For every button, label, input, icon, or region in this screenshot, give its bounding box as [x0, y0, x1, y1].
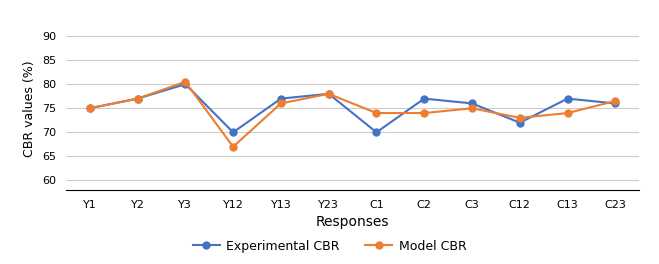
X-axis label: Responses: Responses — [316, 215, 389, 229]
Model CBR — [229, 145, 237, 148]
Model CBR — [468, 107, 476, 110]
Model CBR — [86, 107, 94, 110]
Legend: Experimental CBR, Model CBR: Experimental CBR, Model CBR — [188, 235, 471, 258]
Model CBR — [516, 116, 524, 119]
Experimental CBR — [468, 102, 476, 105]
Model CBR — [134, 97, 142, 100]
Line: Model CBR: Model CBR — [86, 78, 619, 150]
Model CBR — [612, 100, 619, 103]
Experimental CBR — [229, 131, 237, 134]
Experimental CBR — [420, 97, 428, 100]
Experimental CBR — [181, 83, 189, 86]
Model CBR — [181, 80, 189, 83]
Experimental CBR — [325, 92, 333, 95]
Model CBR — [563, 111, 571, 115]
Experimental CBR — [86, 107, 94, 110]
Experimental CBR — [516, 121, 524, 124]
Experimental CBR — [277, 97, 285, 100]
Model CBR — [372, 111, 380, 115]
Model CBR — [325, 92, 333, 95]
Experimental CBR — [372, 131, 380, 134]
Model CBR — [420, 111, 428, 115]
Y-axis label: CBR values (%): CBR values (%) — [24, 60, 36, 157]
Experimental CBR — [612, 102, 619, 105]
Experimental CBR — [134, 97, 142, 100]
Line: Experimental CBR: Experimental CBR — [86, 81, 619, 136]
Model CBR — [277, 102, 285, 105]
Experimental CBR — [563, 97, 571, 100]
